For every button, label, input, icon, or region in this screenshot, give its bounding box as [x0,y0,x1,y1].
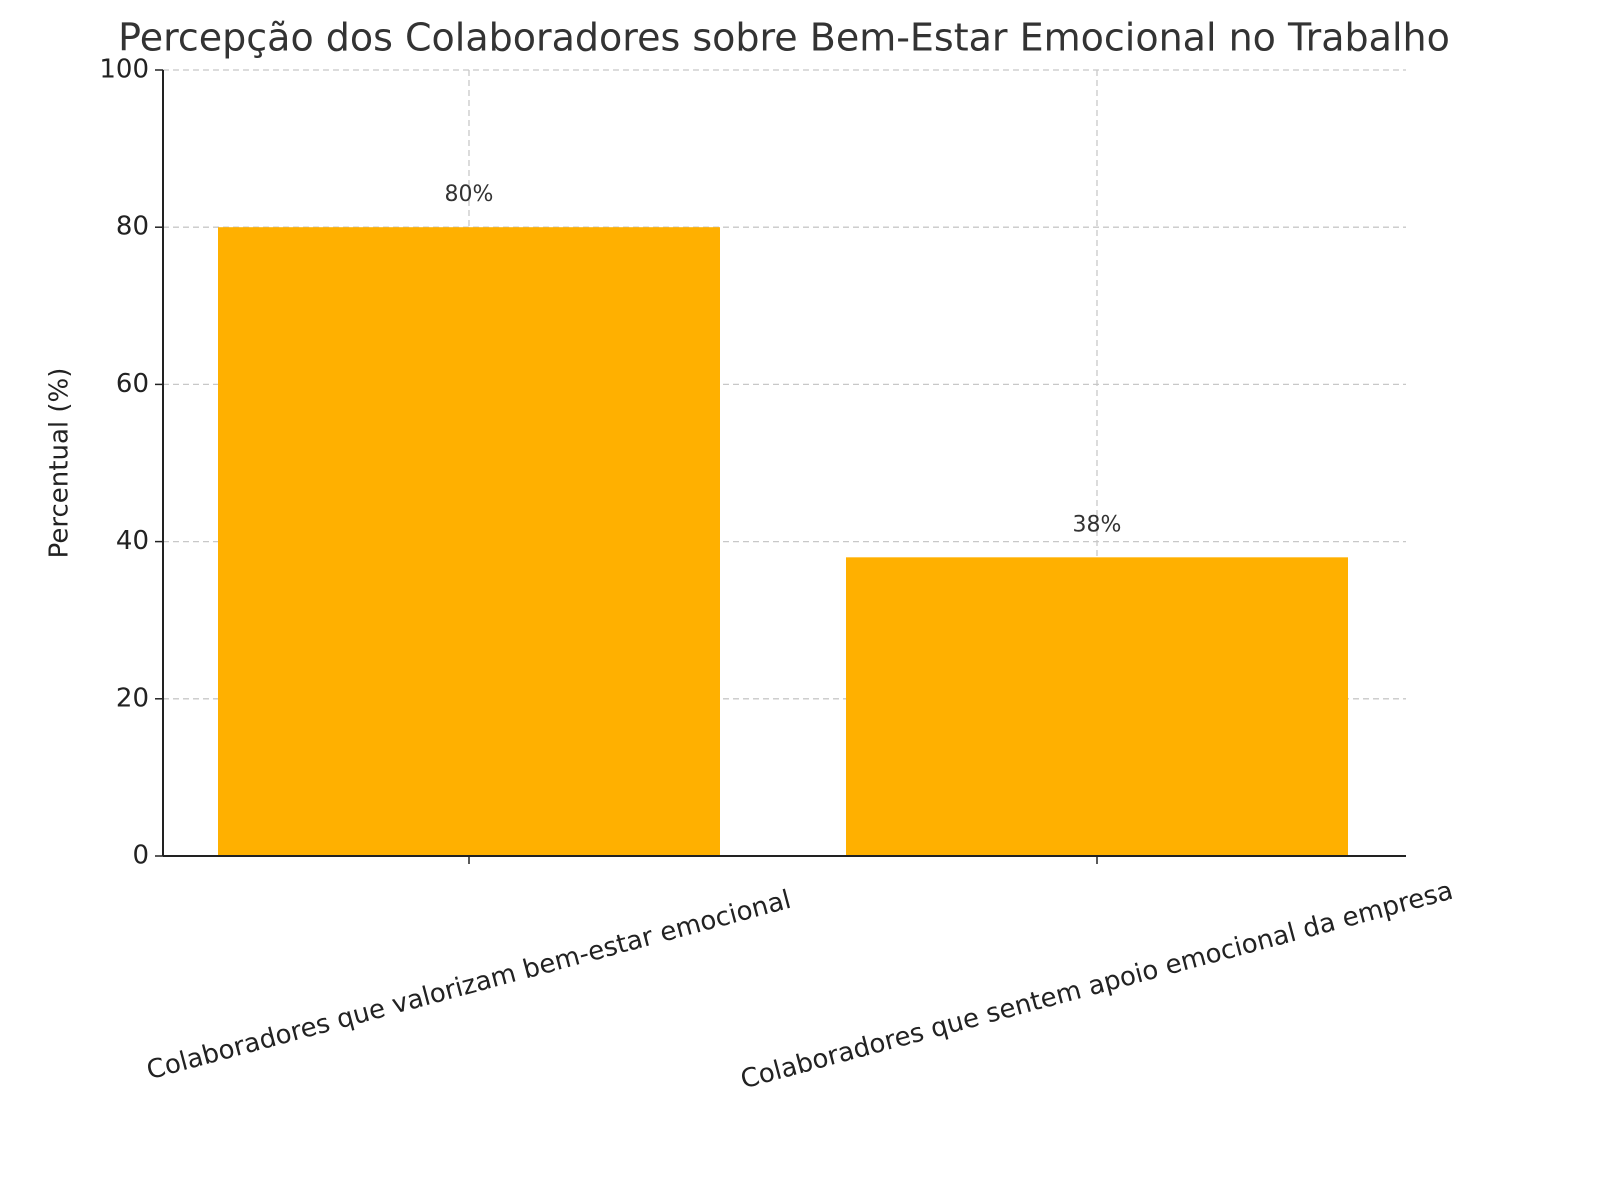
y-tick-label: 100 [99,55,149,85]
value-label: 80% [445,182,494,207]
y-axis-label: Percentual (%) [45,368,75,559]
y-tick-label: 20 [116,683,149,713]
x-tick-label: Colaboradores que sentem apoio emocional… [737,876,1456,1095]
chart-title: Percepção dos Colaboradores sobre Bem-Es… [118,16,1450,60]
y-tick-label: 80 [116,212,149,242]
y-tick-label: 40 [116,526,149,556]
y-tick-label: 0 [132,841,149,871]
y-tick-label: 60 [116,369,149,399]
bar [846,557,1348,856]
value-label: 38% [1073,512,1122,537]
bar [218,227,720,856]
x-tick-label: Colaboradores que valorizam bem-estar em… [144,885,795,1086]
